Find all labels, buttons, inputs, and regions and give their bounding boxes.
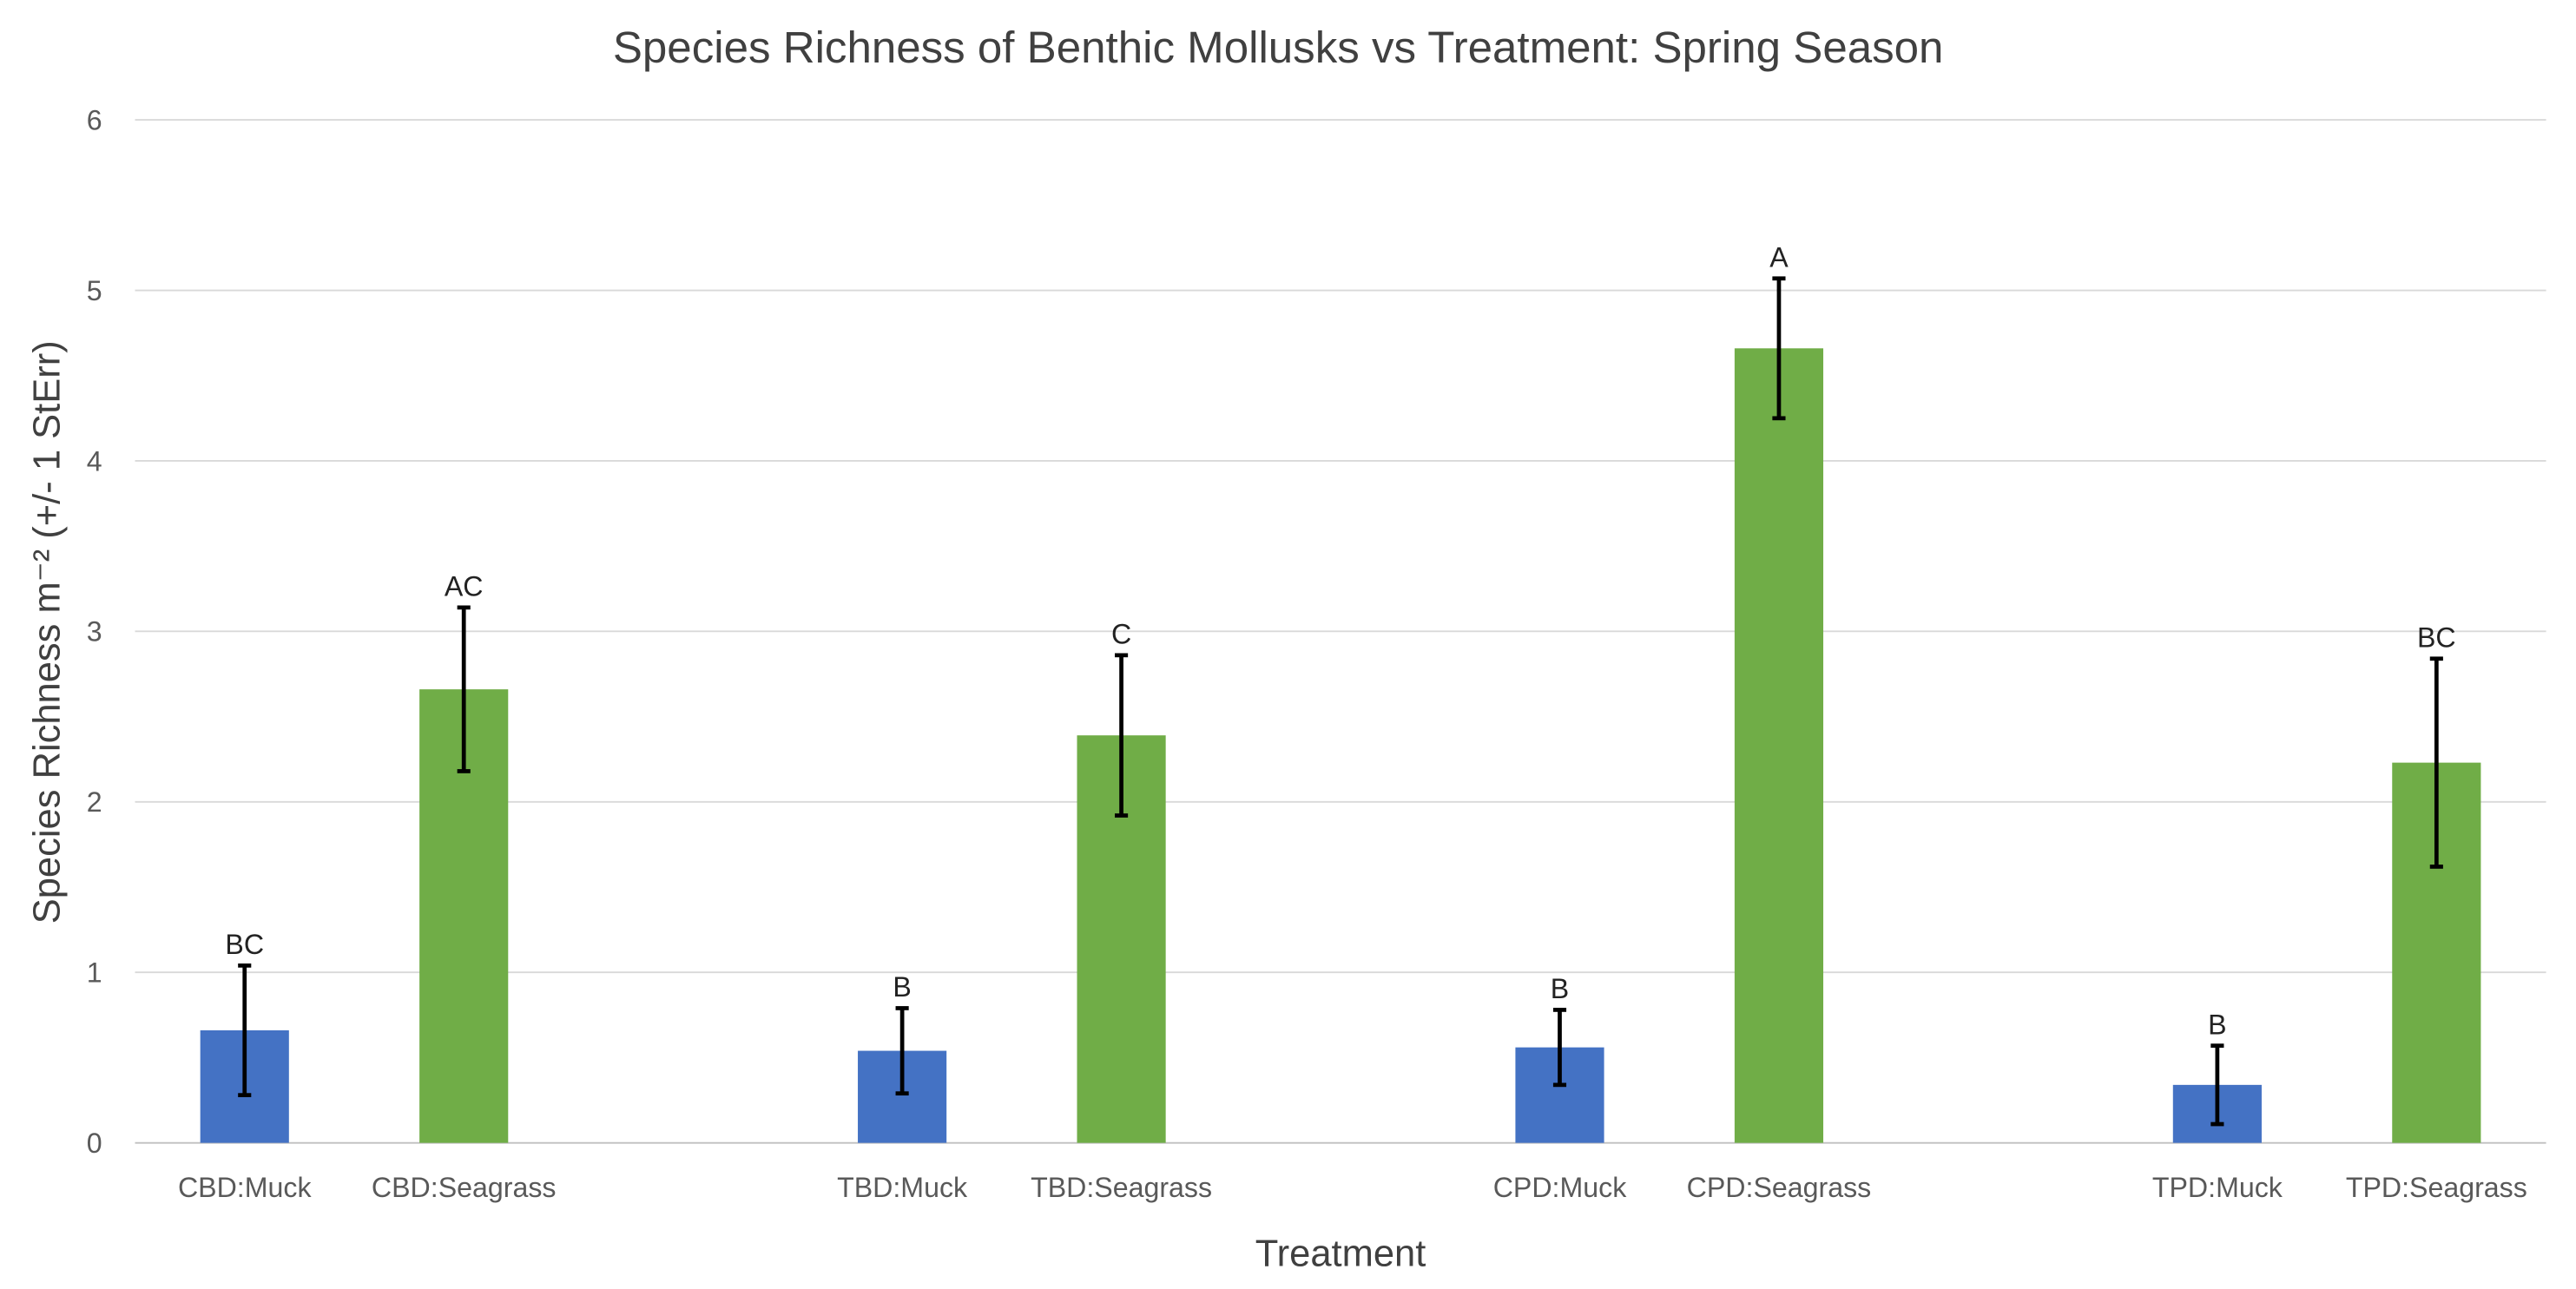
significance-letter: B: [893, 971, 911, 1003]
y-tick-label: 2: [87, 786, 102, 818]
significance-letter: BC: [225, 929, 264, 960]
significance-letter: AC: [445, 571, 484, 602]
y-axis-ticks: 0 1 2 3 4 5 6: [87, 104, 102, 1159]
chart-title: Species Richness of Benthic Mollusks vs …: [613, 23, 1944, 72]
y-tick-label: 3: [87, 616, 102, 648]
y-tick-label: 5: [87, 275, 102, 306]
x-axis-label: Treatment: [1255, 1233, 1426, 1275]
x-tick-label: CBD:Muck: [178, 1172, 313, 1203]
x-tick-label: CBD:Seagrass: [372, 1172, 557, 1203]
y-tick-label: 6: [87, 104, 102, 135]
x-tick-label: CPD:Seagrass: [1687, 1172, 1872, 1203]
gridlines: [135, 119, 2546, 1144]
error-bar: [238, 963, 252, 1098]
error-bar: [895, 1006, 909, 1096]
error-bar: [1552, 1008, 1567, 1088]
significance-letter: A: [1769, 242, 1789, 273]
bar-cpd-seagrass: [1734, 348, 1824, 1143]
error-bar: [1772, 276, 1786, 421]
x-tick-label: TPD:Seagrass: [2346, 1172, 2527, 1203]
error-bar: [2210, 1043, 2224, 1127]
x-tick-label: TBD:Muck: [837, 1172, 968, 1203]
y-tick-label: 4: [87, 445, 102, 477]
significance-letter: BC: [2417, 622, 2456, 654]
x-tick-label: TPD:Muck: [2152, 1172, 2283, 1203]
error-bar: [2429, 656, 2443, 869]
x-tick-label: CPD:Muck: [1493, 1172, 1628, 1203]
x-tick-label: TBD:Seagrass: [1031, 1172, 1212, 1203]
x-axis-ticks: CBD:Muck CBD:Seagrass TBD:Muck TBD:Seagrass…: [178, 1172, 2527, 1203]
significance-letter: B: [1551, 973, 1569, 1004]
significance-letter: C: [1111, 619, 1131, 650]
error-bar: [1115, 653, 1129, 818]
significance-letter: B: [2208, 1009, 2226, 1040]
y-tick-label: 0: [87, 1128, 102, 1159]
y-tick-label: 1: [87, 957, 102, 989]
y-axis-label: Species Richness m⁻² (+/- 1 StErr): [26, 340, 68, 924]
error-bar: [457, 605, 471, 773]
